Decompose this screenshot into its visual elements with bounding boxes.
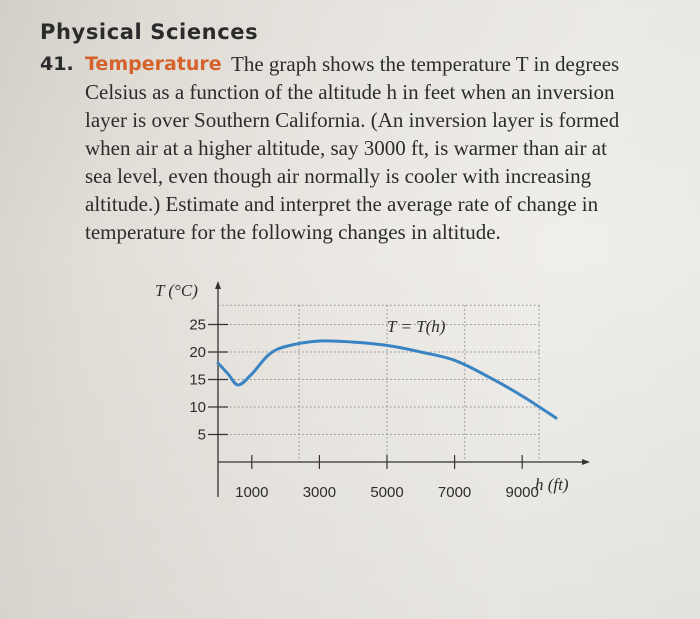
problem-number: 41. (40, 53, 74, 75)
graph-ticks: 25 20 15 10 5 1000 3000 5000 7000 9000 (189, 317, 539, 502)
x-axis-label: h (ft) (535, 475, 569, 494)
temperature-curve (216, 339, 558, 420)
y-tick-label: 5 (198, 427, 206, 444)
curve-label: T = T(h) (387, 317, 446, 336)
x-axis-arrow (582, 459, 590, 465)
y-tick-label: 25 (189, 317, 206, 334)
x-tick-label: 1000 (235, 484, 268, 501)
x-tick-label: 3000 (303, 484, 336, 501)
problem-text-line-3: layer is over Southern California. (An i… (85, 108, 620, 132)
y-axis-label: T (°C) (155, 281, 198, 300)
problem-text-line-7: temperature for the following changes in… (85, 220, 501, 244)
y-tick-label: 15 (189, 372, 206, 389)
problem-text-line-5: sea level, even though air normally is c… (85, 164, 592, 188)
x-tick-label: 9000 (506, 484, 539, 501)
y-tick-label: 20 (189, 344, 206, 361)
problem-text-line-6: altitude.) Estimate and interpret the av… (85, 192, 599, 216)
x-tick-label: 5000 (370, 484, 403, 501)
y-axis-arrow (215, 281, 221, 289)
x-tick-label: 7000 (438, 484, 471, 501)
problem-text-line-1: The graph shows the temperature T in deg… (231, 52, 620, 76)
problem-text-line-4: when air at a higher altitude, say 3000 … (85, 136, 607, 160)
problem-topic: Temperature (85, 53, 222, 75)
section-heading: Physical Sciences (40, 20, 259, 44)
graph-axes (215, 281, 590, 497)
y-tick-label: 10 (189, 399, 206, 416)
graph-grid (218, 304, 540, 462)
problem-text-line-2: Celsius as a function of the altitude h … (85, 80, 615, 104)
